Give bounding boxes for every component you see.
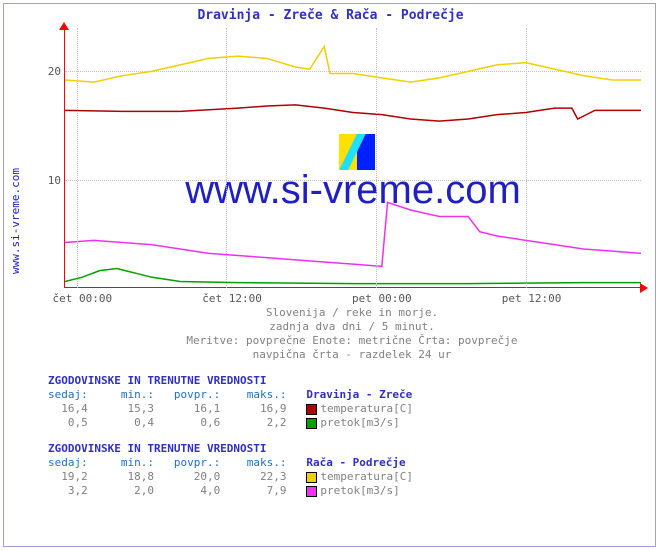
watermark-logo-icon	[339, 134, 375, 170]
stats-row: 3,2 2,0 4,0 7,9 pretok[m3/s]	[48, 484, 413, 498]
stats-row: 0,5 0,4 0,6 2,2 pretok[m3/s]	[48, 416, 413, 430]
legend-swatch	[306, 472, 317, 483]
stats-row: 16,4 15,3 16,1 16,9 temperatura[C]	[48, 402, 413, 416]
stats-block: ZGODOVINSKE IN TRENUTNE VREDNOSTIsedaj: …	[48, 442, 413, 498]
stats-header-row: sedaj: min.: povpr.: maks.: Dravinja - Z…	[48, 388, 413, 402]
y-tick-label: 20	[41, 65, 61, 78]
site-name: Rača - Podrečje	[306, 456, 405, 469]
y-axis-label: www.si-vreme.com	[9, 134, 23, 274]
legend-swatch	[306, 418, 317, 429]
chart-title: Dravinja - Zreče & Rača - Podrečje	[4, 4, 657, 23]
stats-heading: ZGODOVINSKE IN TRENUTNE VREDNOSTI	[48, 442, 413, 456]
y-tick-label: 10	[41, 174, 61, 187]
legend-label: temperatura[C]	[320, 470, 413, 483]
series-dravinja-temp	[65, 105, 641, 121]
gridline-v	[226, 28, 227, 288]
gridline-v	[526, 28, 527, 288]
site-name: Dravinja - Zreče	[306, 388, 412, 401]
series-rača-flow	[65, 202, 641, 266]
series-dravinja-flow	[65, 269, 641, 284]
stats-header-row: sedaj: min.: povpr.: maks.: Rača - Podre…	[48, 456, 413, 470]
stats-block: ZGODOVINSKE IN TRENUTNE VREDNOSTIsedaj: …	[48, 374, 413, 430]
legend-swatch	[306, 404, 317, 415]
x-tick-label: čet 12:00	[202, 292, 262, 305]
gridline-v	[77, 28, 78, 288]
legend-label: temperatura[C]	[320, 402, 413, 415]
chart-frame: Dravinja - Zreče & Rača - Podrečje www.s…	[3, 3, 656, 547]
stats-row: 19,2 18,8 20,0 22,3 temperatura[C]	[48, 470, 413, 484]
plot-area: www.si-vreme.com 1020čet 00:00čet 12:00p…	[64, 28, 640, 288]
chart-caption: Slovenija / reke in morje. zadnja dva dn…	[64, 306, 640, 362]
legend-label: pretok[m3/s]	[320, 484, 399, 497]
gridline-h	[65, 180, 641, 181]
stats-tables: ZGODOVINSKE IN TRENUTNE VREDNOSTIsedaj: …	[48, 374, 413, 498]
legend-label: pretok[m3/s]	[320, 416, 399, 429]
x-tick-label: pet 00:00	[352, 292, 412, 305]
stats-heading: ZGODOVINSKE IN TRENUTNE VREDNOSTI	[48, 374, 413, 388]
x-tick-label: čet 00:00	[53, 292, 113, 305]
gridline-h	[65, 71, 641, 72]
gridline-v	[376, 28, 377, 288]
x-tick-label: pet 12:00	[502, 292, 562, 305]
series-rača-temp	[65, 46, 641, 82]
x-axis-arrow-icon	[640, 283, 648, 293]
legend-swatch	[306, 486, 317, 497]
